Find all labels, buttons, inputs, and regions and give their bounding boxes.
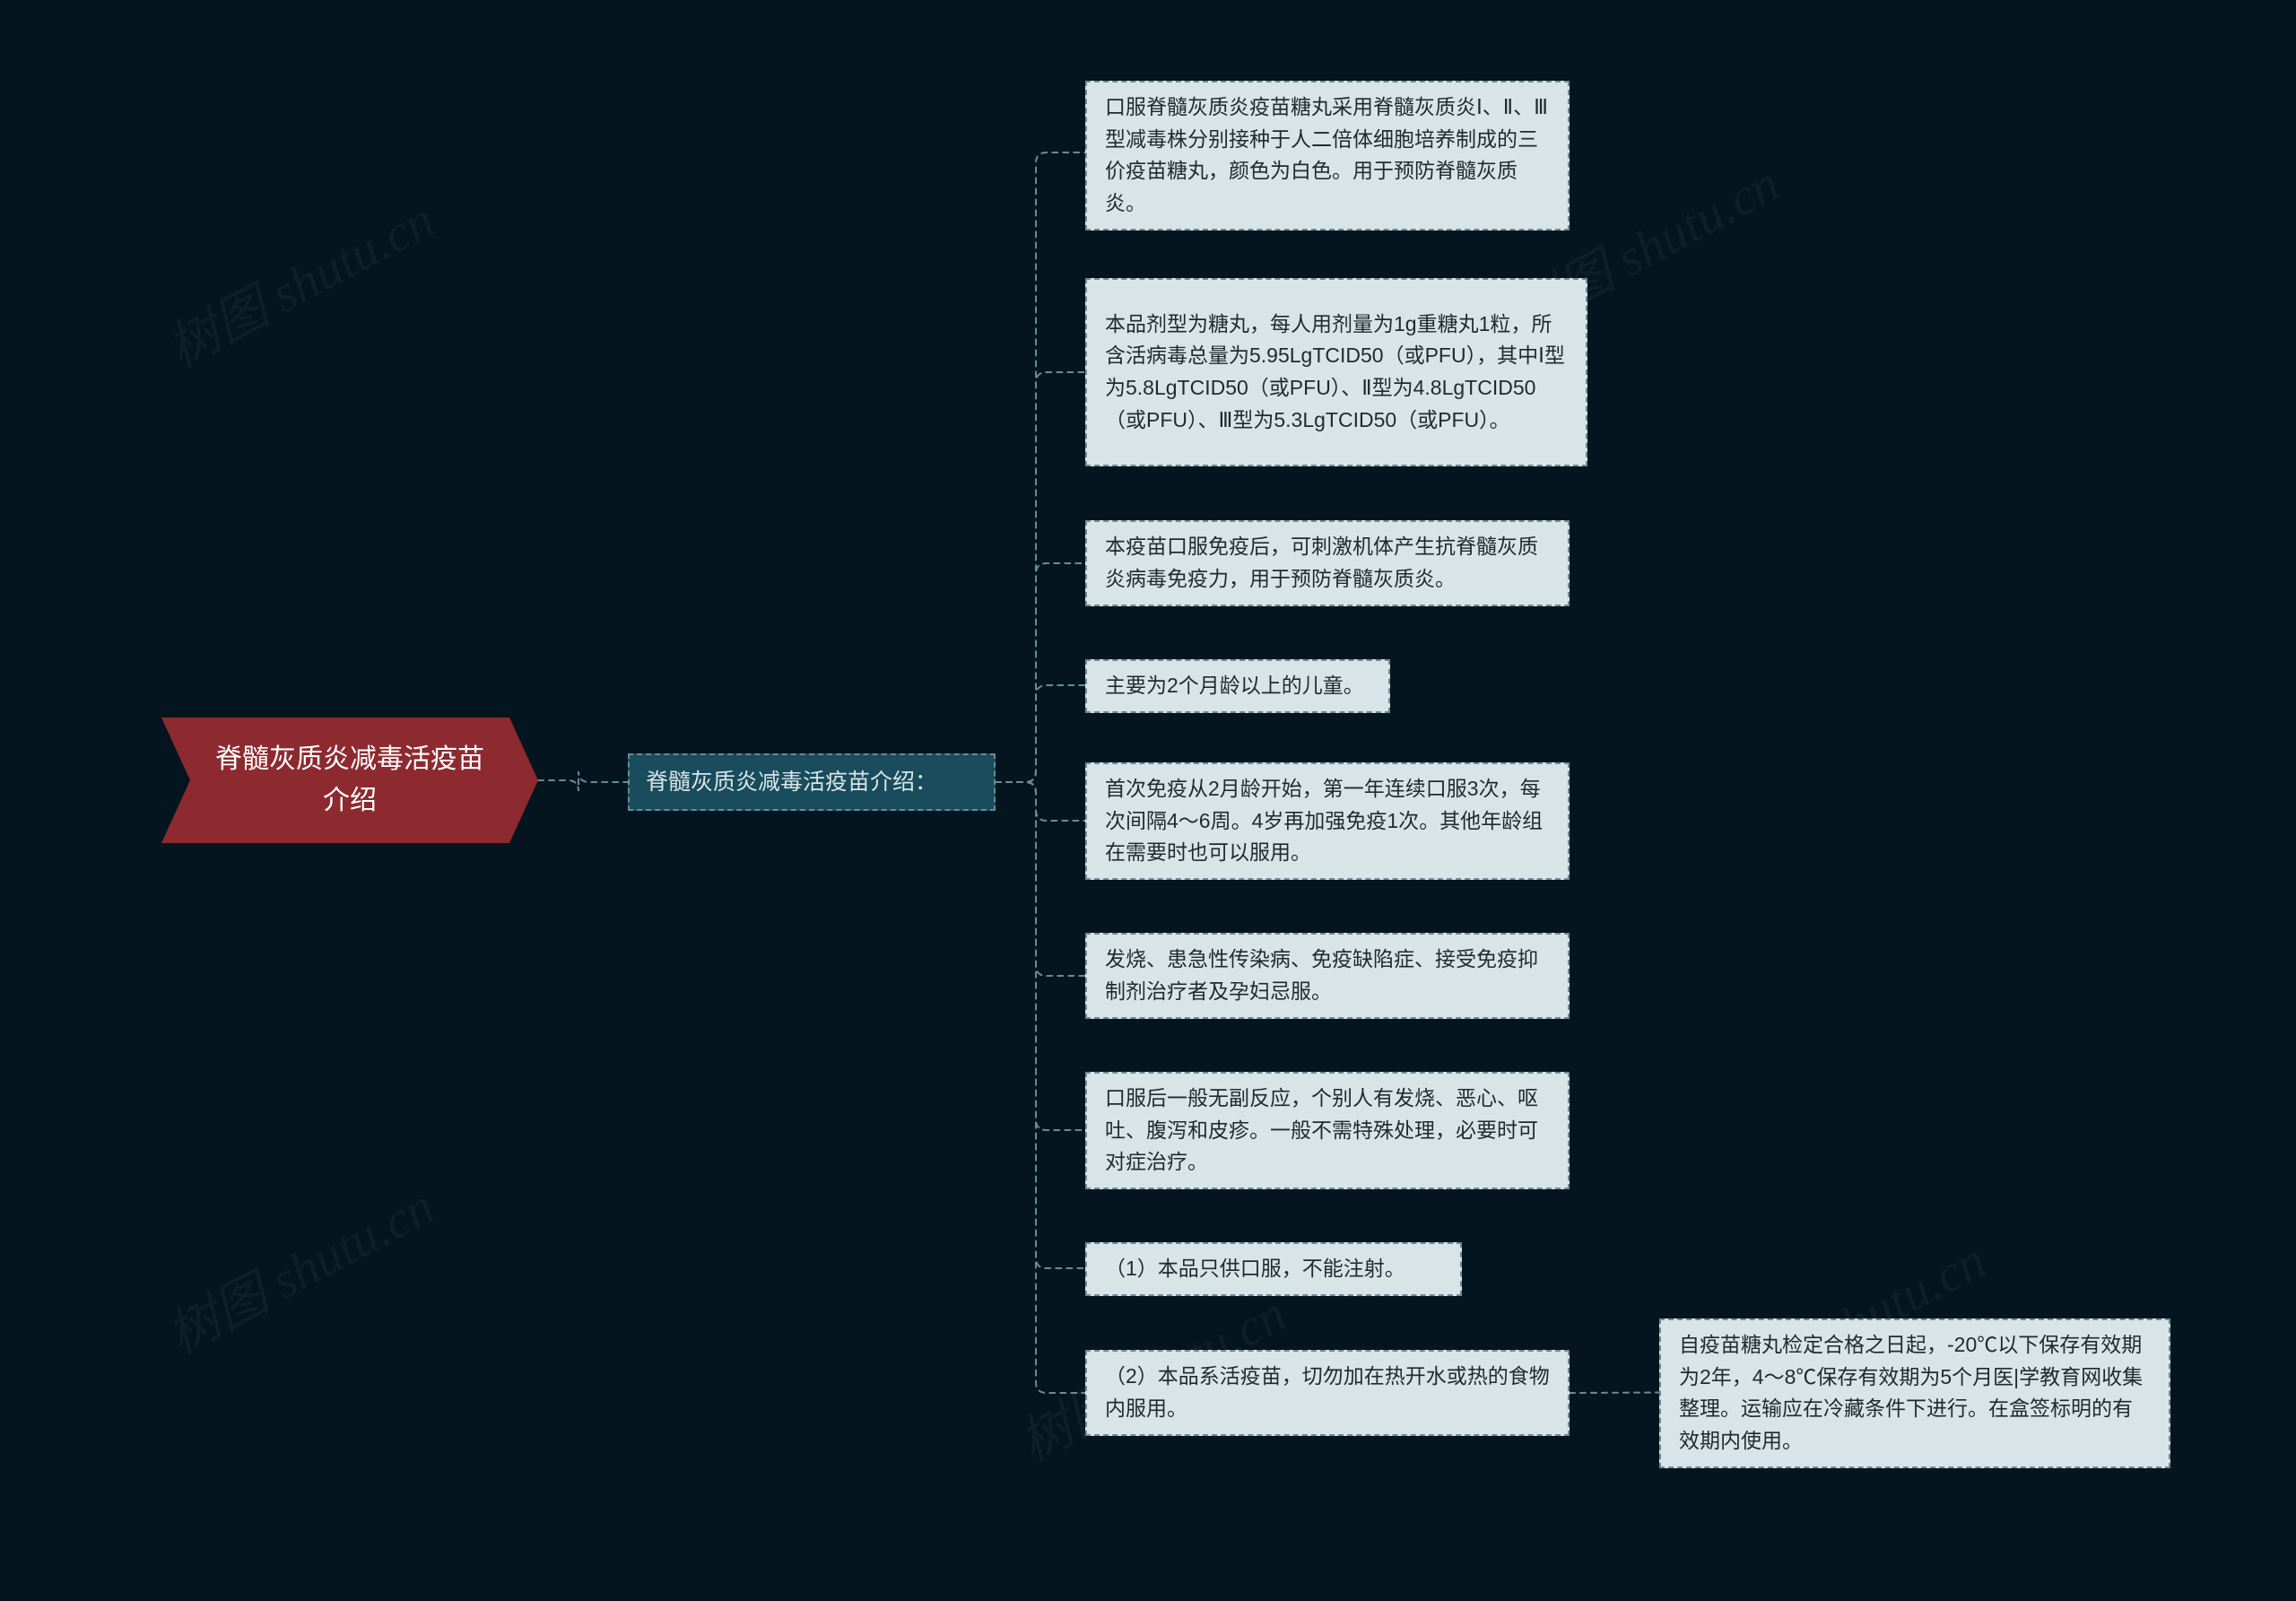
leaf-label: 本品剂型为糖丸，每人用剂量为1g重糖丸1粒，所含活病毒总量为5.95LgTCID…: [1105, 309, 1568, 437]
leaf-label: 发烧、患急性传染病、免疫缺陷症、接受免疫抑制剂治疗者及孕妇忌服。: [1105, 944, 1550, 1007]
root-node[interactable]: 脊髓灰质炎减毒活疫苗介绍: [161, 718, 538, 843]
leaf-label: 口服后一般无副反应，个别人有发烧、恶心、呕吐、腹泻和皮疹。一般不需特殊处理，必要…: [1105, 1083, 1550, 1179]
leaf-label: 本疫苗口服免疫后，可刺激机体产生抗脊髓灰质炎病毒免疫力，用于预防脊髓灰质炎。: [1105, 531, 1550, 595]
subtopic-node[interactable]: 脊髓灰质炎减毒活疫苗介绍：: [628, 753, 996, 811]
subtopic-label: 脊髓灰质炎减毒活疫苗介绍：: [646, 765, 937, 800]
leaf-node[interactable]: （2）本品系活疫苗，切勿加在热开水或热的食物内服用。: [1085, 1350, 1570, 1436]
leaf-node[interactable]: 口服后一般无副反应，个别人有发烧、恶心、呕吐、腹泻和皮疹。一般不需特殊处理，必要…: [1085, 1072, 1570, 1189]
leaf-node[interactable]: 本品剂型为糖丸，每人用剂量为1g重糖丸1粒，所含活病毒总量为5.95LgTCID…: [1085, 278, 1587, 466]
leaf-label: 自疫苗糖丸检定合格之日起，-20℃以下保存有效期为2年，4～8℃保存有效期为5个…: [1679, 1329, 2151, 1457]
leaf-node[interactable]: 主要为2个月龄以上的儿童。: [1085, 659, 1390, 713]
leaf-node[interactable]: 本疫苗口服免疫后，可刺激机体产生抗脊髓灰质炎病毒免疫力，用于预防脊髓灰质炎。: [1085, 520, 1570, 606]
leaf-node[interactable]: 首次免疫从2月龄开始，第一年连续口服3次，每次间隔4～6周。4岁再加强免疫1次。…: [1085, 762, 1570, 880]
leaf-node[interactable]: 自疫苗糖丸检定合格之日起，-20℃以下保存有效期为2年，4～8℃保存有效期为5个…: [1659, 1318, 2170, 1468]
leaf-node[interactable]: 口服脊髓灰质炎疫苗糖丸采用脊髓灰质炎Ⅰ、Ⅱ、Ⅲ型减毒株分别接种于人二倍体细胞培养…: [1085, 81, 1570, 231]
root-label: 脊髓灰质炎减毒活疫苗介绍: [206, 739, 493, 822]
mindmap-canvas: 树图 shutu.cn 树图 shutu.cn 树图 shutu.cn 树图 s…: [0, 0, 2296, 1601]
leaf-node[interactable]: 发烧、患急性传染病、免疫缺陷症、接受免疫抑制剂治疗者及孕妇忌服。: [1085, 933, 1570, 1019]
leaf-label: 口服脊髓灰质炎疫苗糖丸采用脊髓灰质炎Ⅰ、Ⅱ、Ⅲ型减毒株分别接种于人二倍体细胞培养…: [1105, 91, 1550, 220]
leaf-label: （1）本品只供口服，不能注射。: [1105, 1253, 1405, 1285]
leaf-label: 主要为2个月龄以上的儿童。: [1105, 670, 1364, 702]
leaf-node[interactable]: （1）本品只供口服，不能注射。: [1085, 1242, 1462, 1296]
leaf-label: （2）本品系活疫苗，切勿加在热开水或热的食物内服用。: [1105, 1361, 1550, 1424]
leaf-label: 首次免疫从2月龄开始，第一年连续口服3次，每次间隔4～6周。4岁再加强免疫1次。…: [1105, 773, 1550, 869]
